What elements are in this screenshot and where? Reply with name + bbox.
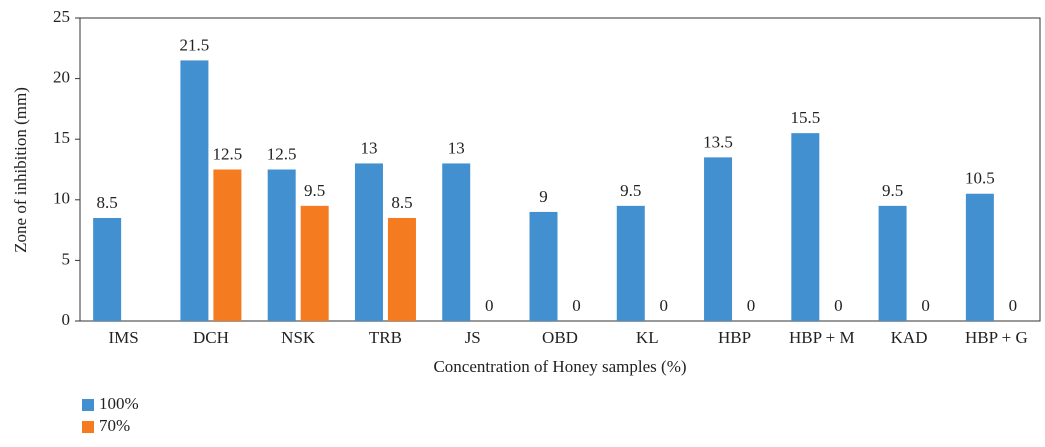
bar: [704, 157, 733, 321]
value-label: 12.5: [213, 144, 243, 163]
bar: [93, 217, 122, 321]
value-label: 21.5: [180, 35, 210, 54]
value-label: 9.5: [882, 181, 903, 200]
x-axis-label: Concentration of Honey samples (%): [433, 357, 686, 376]
x-tick-label: NSK: [281, 328, 316, 347]
bar: [267, 169, 296, 321]
value-label: 13: [360, 138, 377, 157]
bar: [442, 163, 471, 321]
bar: [529, 211, 558, 321]
x-tick-label: DCH: [193, 328, 229, 347]
bar: [180, 60, 209, 322]
value-label: 13.5: [703, 132, 733, 151]
value-label: 10.5: [965, 169, 995, 188]
y-tick-label: 0: [62, 310, 71, 329]
legend-label: 70%: [99, 416, 130, 435]
y-tick-label: 25: [53, 7, 70, 26]
legend-swatch: [82, 421, 94, 433]
x-tick-label: OBD: [542, 328, 578, 347]
x-tick-label: KAD: [891, 328, 928, 347]
value-label: 15.5: [790, 108, 820, 127]
value-label: 8.5: [391, 193, 412, 212]
value-label: 0: [747, 296, 756, 315]
y-tick-label: 20: [53, 68, 70, 87]
x-tick-label: JS: [465, 328, 481, 347]
bar: [354, 163, 383, 321]
value-label: 8.5: [97, 193, 118, 212]
value-label: 9.5: [304, 181, 325, 200]
legend-swatch: [82, 399, 94, 411]
value-label: 9.5: [620, 181, 641, 200]
value-label: 13: [448, 138, 465, 157]
y-tick-label: 5: [62, 249, 71, 268]
plot-frame: [79, 17, 1041, 322]
value-label: 0: [660, 296, 669, 315]
value-label: 12.5: [267, 144, 297, 163]
bar: [878, 205, 907, 321]
x-tick-label: IMS: [109, 328, 139, 347]
bar: [213, 169, 242, 321]
value-label: 0: [921, 296, 930, 315]
y-tick-label: 15: [53, 128, 70, 147]
x-tick-label: KL: [636, 328, 659, 347]
value-label: 0: [1009, 296, 1018, 315]
bar: [300, 205, 329, 321]
x-tick-label: HBP + G: [965, 328, 1028, 347]
x-tick-label: HBP: [718, 328, 751, 347]
x-tick-label: TRB: [369, 328, 402, 347]
bar: [616, 205, 645, 321]
y-tick-label: 10: [53, 189, 70, 208]
value-label: 0: [485, 296, 494, 315]
x-tick-label: HBP + M: [789, 328, 855, 347]
bar: [791, 133, 820, 321]
bar: [965, 193, 994, 321]
value-label: 9: [539, 187, 548, 206]
value-label: 0: [834, 296, 843, 315]
value-label: 0: [572, 296, 581, 315]
legend-label: 100%: [99, 394, 139, 413]
bar: [387, 217, 416, 321]
y-axis-label: Zone of inhibition (mm): [11, 87, 30, 253]
